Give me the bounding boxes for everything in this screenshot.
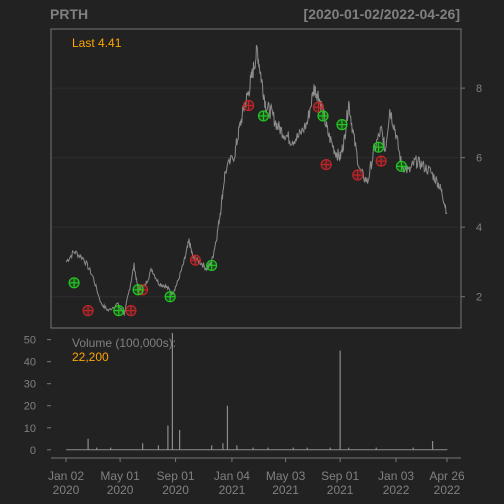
buy-marker	[164, 291, 176, 303]
price-panel: 2 4 6 8 Last 4.41	[50, 28, 482, 329]
sell-marker	[189, 254, 202, 266]
sell-marker	[320, 158, 332, 171]
x-tick-label: Sep 01	[321, 469, 359, 483]
buy-marker	[336, 119, 348, 131]
volume-tick-label: 30	[24, 379, 36, 391]
x-tick-label: Apr 26	[429, 469, 465, 483]
volume-y-axis: 0 10 20 30 40 50	[24, 335, 51, 457]
x-tick-year: 2021	[327, 483, 354, 497]
buy-marker	[132, 284, 144, 296]
x-tick-label: Jan 04	[214, 469, 250, 483]
volume-tick-label: 20	[24, 401, 36, 413]
sell-marker	[82, 305, 94, 317]
buy-marker	[206, 259, 218, 272]
x-tick-label: May 01	[100, 469, 140, 483]
x-tick-year: 2020	[107, 483, 134, 497]
buy-marker	[257, 110, 270, 122]
sell-marker	[352, 169, 364, 181]
buy-marker	[395, 160, 408, 172]
price-tick-label: 8	[476, 83, 482, 95]
sell-marker	[312, 101, 325, 113]
sell-marker	[375, 155, 387, 167]
x-tick-label: Sep 01	[157, 469, 195, 483]
x-tick-year: 2021	[219, 483, 246, 497]
x-tick-label: Jan 03	[378, 469, 414, 483]
price-last-label: Last 4.41	[72, 36, 122, 50]
price-y-axis: 2 4 6 8	[461, 83, 482, 304]
price-tick-label: 2	[476, 292, 482, 304]
volume-bars	[66, 333, 448, 451]
volume-title: Volume (100,000s):	[72, 336, 176, 350]
volume-tick-label: 40	[24, 357, 36, 369]
volume-tick-label: 50	[24, 335, 36, 347]
volume-tick-label: 0	[30, 445, 36, 457]
buy-marker	[113, 305, 125, 317]
chart-symbol: PRTH	[50, 6, 88, 22]
price-tick-label: 6	[476, 153, 482, 165]
x-tick-year: 2021	[272, 483, 299, 497]
x-tick-year: 2020	[162, 483, 189, 497]
x-tick-year: 2022	[383, 483, 410, 497]
price-tick-label: 4	[476, 222, 482, 234]
x-tick-year: 2022	[434, 483, 461, 497]
sell-marker	[243, 99, 255, 112]
x-tick-label: May 03	[266, 469, 306, 483]
volume-tick-label: 10	[24, 423, 36, 435]
x-tick-year: 2020	[53, 483, 80, 497]
chart-date-range: [2020-01-02/2022-04-26]	[304, 6, 460, 22]
price-grid	[52, 87, 460, 298]
volume-panel: 0 10 20 30 40 50 Volume (100,000s): 22,200	[24, 327, 461, 457]
x-tick-label: Jan 02	[48, 469, 84, 483]
buy-marker	[372, 141, 385, 153]
buy-markers	[68, 110, 408, 317]
buy-marker	[317, 110, 329, 122]
buy-marker	[68, 277, 80, 289]
sell-marker	[125, 305, 137, 317]
volume-last-label: 22,200	[72, 350, 109, 364]
sell-markers	[82, 99, 387, 317]
